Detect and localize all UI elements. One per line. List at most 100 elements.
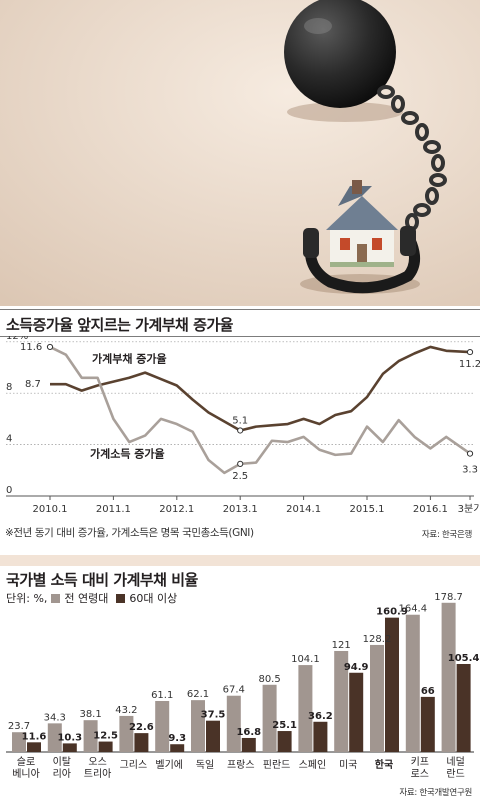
- x-tick-label: 2013.1: [223, 504, 258, 515]
- category-label: 트리아: [84, 768, 112, 780]
- bar-value-label: 37.5: [201, 710, 226, 721]
- category-label: 로스: [411, 768, 429, 780]
- bar-value-label: 22.6: [129, 722, 154, 733]
- bar-all-ages: [370, 644, 384, 752]
- legend-swatch-60: [116, 593, 126, 603]
- bar-60plus: [170, 744, 185, 752]
- bar-value-label: 11.6: [22, 731, 47, 742]
- data-point: [466, 348, 474, 356]
- series-label-debt: 가계부채 증가율: [92, 351, 167, 365]
- bar-60plus: [277, 731, 292, 752]
- bar-all-ages: [119, 715, 134, 752]
- category-label: 키프: [411, 756, 429, 768]
- bar-60plus: [385, 617, 399, 752]
- data-label: 3.3: [462, 465, 478, 476]
- bar-all-ages: [405, 614, 420, 752]
- bar-60plus: [313, 721, 328, 752]
- x-tick-label: 2012.1: [159, 504, 194, 515]
- bar-all-ages: [262, 684, 277, 752]
- y-tick-label: 4: [6, 434, 12, 445]
- bar-value-label: 62.1: [187, 689, 209, 700]
- x-tick-label: 2011.1: [96, 504, 131, 515]
- data-label: 5.1: [232, 415, 248, 426]
- category-label: 란드: [446, 768, 464, 780]
- bar-value-label: 23.7: [8, 721, 30, 732]
- bar-60plus: [420, 696, 435, 752]
- legend-label-60: 60대 이상: [129, 592, 178, 605]
- bar-value-label: 128.2: [363, 634, 392, 645]
- bar-all-ages: [83, 720, 98, 752]
- x-tick-label: 3분기: [458, 503, 480, 515]
- bar-value-label: 94.9: [344, 662, 369, 673]
- legend-swatch-all: [51, 593, 61, 603]
- bar-60plus: [134, 733, 149, 752]
- category-label: 벨기에: [155, 759, 183, 771]
- x-tick-label: 2014.1: [286, 504, 321, 515]
- bar-value-label: 105.4: [448, 653, 480, 664]
- bar-value-label: 160.9: [376, 607, 408, 618]
- data-label: 11.2: [459, 359, 480, 370]
- bar-all-ages: [12, 732, 26, 752]
- bar-all-ages: [191, 700, 205, 752]
- bar-all-ages: [334, 650, 349, 752]
- bar-chart-panel: 국가별 소득 대비 가계부채 비율: [0, 566, 480, 804]
- bar-chart-legend: 단위: %, 전 연령대 60대 이상: [6, 590, 177, 606]
- bar-60plus: [98, 741, 113, 752]
- legend-label-all: 전 연령대: [64, 592, 109, 605]
- category-label: 핀란드: [263, 759, 291, 771]
- data-point: [46, 343, 54, 351]
- bar-value-label: 25.1: [272, 720, 297, 731]
- income-growth-line: [49, 345, 471, 475]
- category-label: 독일: [196, 759, 214, 771]
- bar-60plus: [27, 742, 41, 752]
- category-label: 이탈: [53, 755, 71, 768]
- category-label: 그리스: [120, 759, 148, 771]
- divider: [0, 309, 480, 310]
- bar-all-ages: [298, 665, 313, 752]
- category-label: 미국: [339, 759, 357, 771]
- category-label: 리아: [53, 768, 71, 780]
- data-point: [237, 460, 244, 467]
- bar-all-ages: [441, 602, 456, 752]
- bar-value-label: 9.3: [168, 733, 186, 744]
- y-tick-label: 12%: [6, 336, 28, 342]
- bar-60plus: [456, 663, 471, 752]
- category-label: 오스: [88, 756, 106, 768]
- bar-value-label: 66: [421, 686, 435, 697]
- line-chart: 12% 8 4 0 2010.1 2011.1 2012.1 2013.1 2014.1 2015…: [6, 336, 480, 515]
- x-tick-label: 2015.1: [350, 504, 385, 515]
- bar-all-ages: [47, 723, 62, 752]
- bar-60plus: [206, 720, 220, 752]
- bar-60plus: [349, 672, 364, 752]
- category-label: 한국: [375, 759, 393, 771]
- bar-value-label: 164.4: [398, 604, 427, 615]
- bar-value-label: 80.5: [258, 674, 280, 685]
- bar-value-label: 16.8: [236, 727, 261, 738]
- category-label: 스페인: [299, 759, 327, 771]
- data-label: 11.6: [20, 342, 42, 353]
- bar-value-label: 38.1: [79, 709, 101, 720]
- data-point: [466, 450, 474, 457]
- x-tick-label: 2016.1: [413, 504, 448, 515]
- data-label: 8.7: [25, 379, 41, 390]
- category-label: 슬로: [17, 756, 35, 768]
- line-chart-note: ※전년 동기 대비 증가율, 가계소득은 명목 국민총소득(GNI): [5, 527, 254, 539]
- bar-value-label: 12.5: [93, 731, 118, 742]
- bar-chart-source: 자료: 한국개발연구원: [399, 788, 472, 798]
- bar-60plus: [62, 743, 77, 752]
- bar-value-label: 10.3: [57, 732, 82, 743]
- bar-all-ages: [155, 700, 170, 752]
- house-chained-to-ball-icon: [0, 0, 480, 306]
- unit-label: 단위: %,: [6, 592, 48, 605]
- bar-value-label: 43.2: [115, 705, 137, 716]
- bar-value-label: 67.4: [223, 685, 245, 696]
- debt-growth-line: [50, 345, 471, 432]
- x-tick-label: 2010.1: [33, 504, 68, 515]
- bar-value-label: 36.2: [308, 711, 333, 722]
- line-chart-title: 소득증가율 앞지르는 가계부채 증가율: [6, 316, 233, 334]
- bar-all-ages: [226, 695, 241, 752]
- bar-60plus: [241, 737, 256, 752]
- y-tick-label: 8: [6, 382, 12, 393]
